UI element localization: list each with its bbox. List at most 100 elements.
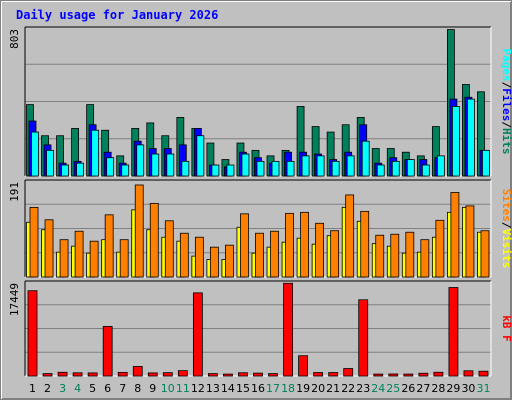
bar-pages-day-7 <box>121 164 130 177</box>
bar-kbytes-day-4 <box>72 372 83 377</box>
bar-kbytes-day-26-fill <box>403 373 414 377</box>
bar-pages-day-29-fill <box>452 106 460 177</box>
x-tick-label: 31 <box>476 382 490 395</box>
bar-kbytes-day-7-fill <box>117 371 128 377</box>
bar-pages-day-26-fill <box>406 159 415 177</box>
bar-sites-day-8 <box>134 184 144 278</box>
bar-pages-day-7-fill <box>121 164 130 177</box>
bar-kbytes-day-29-fill <box>448 287 459 377</box>
bar-kbytes-day-11 <box>177 370 188 377</box>
bar-sites-day-24 <box>375 234 385 278</box>
x-tick-label: 2 <box>44 382 51 395</box>
bar-kbytes-day-29 <box>448 287 459 377</box>
bar-pages-day-3 <box>61 164 69 177</box>
bar-pages-day-14-fill <box>226 164 235 177</box>
bar-kbytes-day-31-fill <box>478 370 489 377</box>
bar-pages-day-6 <box>106 157 115 177</box>
bar-sites-day-18 <box>285 212 294 278</box>
bar-sites-day-26 <box>405 231 415 278</box>
bar-kbytes-day-17 <box>268 373 278 377</box>
bar-sites-day-13-fill <box>209 246 219 278</box>
x-tick-label: 9 <box>149 382 156 395</box>
bar-pages-day-26 <box>406 159 415 177</box>
bar-sites-day-4-fill <box>74 230 84 278</box>
bar-kbytes-day-30 <box>463 370 474 377</box>
bar-kbytes-day-28 <box>433 371 444 377</box>
bar-sites-day-4 <box>74 230 84 278</box>
x-tick-label: 15 <box>236 382 250 395</box>
bar-sites-day-6-fill <box>104 214 114 278</box>
bar-sites-day-1-fill <box>29 206 39 278</box>
x-tick-label: 26 <box>401 382 415 395</box>
bar-sites-day-26-fill <box>405 231 415 278</box>
bar-sites-day-11-fill <box>179 232 189 278</box>
bar-kbytes-day-1-fill <box>27 290 38 377</box>
x-tick-label: 16 <box>251 382 265 395</box>
bar-kbytes-day-9-fill <box>147 372 158 377</box>
bar-kbytes-day-21 <box>328 372 339 377</box>
bar-pages-day-25 <box>391 160 400 177</box>
bar-pages-day-9-fill <box>151 153 160 177</box>
bar-sites-day-5 <box>89 240 99 278</box>
bar-sites-day-29-fill <box>450 192 460 278</box>
x-tick-label: 30 <box>461 382 475 395</box>
x-tick-label: 24 <box>371 382 385 395</box>
bar-sites-day-16 <box>255 232 264 278</box>
bar-kbytes-day-16-fill <box>253 372 263 377</box>
bar-pages-day-15 <box>241 153 250 177</box>
x-tick-label: 1 <box>29 382 36 395</box>
bar-kbytes-day-28-fill <box>433 371 444 377</box>
legend-part: / <box>500 222 512 229</box>
bar-sites-day-15-fill <box>240 213 249 278</box>
bar-sites-day-6 <box>104 214 114 278</box>
bar-pages-day-13-fill <box>211 164 220 177</box>
bar-sites-day-20-fill <box>315 222 325 278</box>
bar-kbytes-day-25 <box>388 373 399 377</box>
bar-pages-day-9 <box>151 153 160 177</box>
bar-kbytes-day-8 <box>132 366 143 377</box>
bar-sites-day-30-fill <box>465 205 475 278</box>
bar-pages-day-11-fill <box>181 160 190 177</box>
bar-pages-day-12 <box>196 135 205 177</box>
bar-pages-day-4-fill <box>76 162 84 177</box>
bar-kbytes-day-31 <box>478 370 489 377</box>
bar-sites-day-9-fill <box>149 202 159 278</box>
bar-sites-day-24-fill <box>375 234 385 278</box>
bar-pages-day-1 <box>31 131 39 177</box>
x-tick-label: 3 <box>59 382 66 395</box>
x-tick-label: 13 <box>206 382 220 395</box>
bar-kbytes-day-22 <box>343 368 354 377</box>
bar-kbytes-day-3-fill <box>57 371 68 377</box>
bar-sites-day-10 <box>164 220 174 278</box>
x-tick-label: 14 <box>221 382 235 395</box>
x-tick-label: 19 <box>296 382 310 395</box>
bar-pages-day-22-fill <box>346 155 355 177</box>
bar-kbytes-day-11-fill <box>177 370 188 377</box>
bar-sites-day-17 <box>270 230 279 278</box>
bar-kbytes-day-21-fill <box>328 372 339 377</box>
bar-kbytes-day-18-fill <box>283 282 293 377</box>
bar-pages-day-24 <box>376 164 385 177</box>
x-tick-label: 27 <box>416 382 430 395</box>
bar-sites-day-8-fill <box>134 184 144 278</box>
bar-pages-day-24-fill <box>376 164 385 177</box>
bar-kbytes-day-20-fill <box>313 372 324 377</box>
y-max-label: 803 <box>8 29 21 49</box>
legend-label: Sites/Visits <box>500 189 512 269</box>
bar-sites-day-28 <box>435 219 445 278</box>
bar-sites-day-27 <box>420 239 430 278</box>
bar-pages-day-23-fill <box>361 140 370 177</box>
bar-pages-day-16 <box>256 160 265 177</box>
bar-kbytes-day-19 <box>298 355 308 377</box>
x-tick-label: 29 <box>446 382 460 395</box>
bar-kbytes-day-12 <box>192 292 203 377</box>
bar-pages-day-13 <box>211 164 220 177</box>
bar-kbytes-day-16 <box>253 372 263 377</box>
x-tick-label: 7 <box>119 382 126 395</box>
bar-pages-day-10 <box>166 153 175 177</box>
bar-sites-day-22 <box>345 194 355 278</box>
bar-sites-day-5-fill <box>89 240 99 278</box>
bar-kbytes-day-12-fill <box>192 292 203 377</box>
bar-kbytes-day-23-fill <box>358 299 369 377</box>
